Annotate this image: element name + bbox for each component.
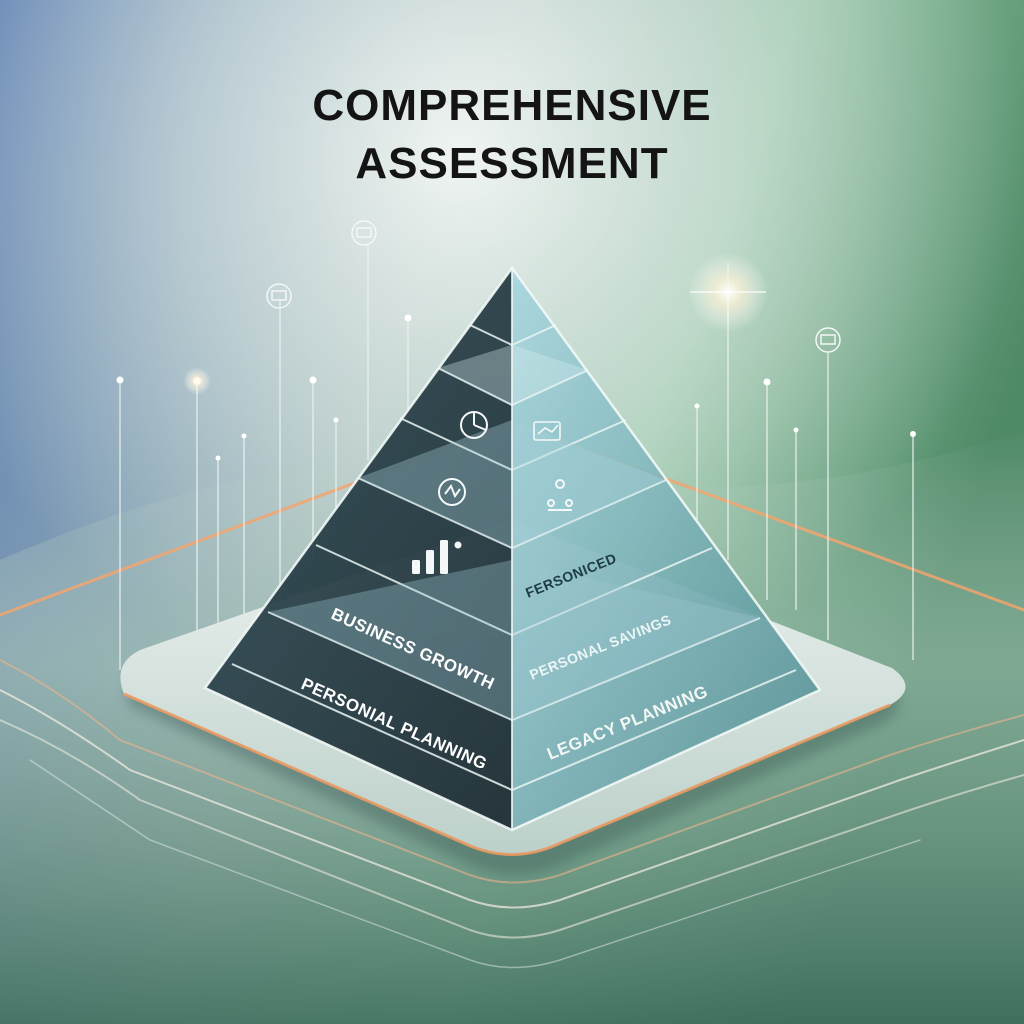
title-line-1: COMPREHENSIVE: [312, 81, 711, 130]
pyramid-right-face: [512, 268, 820, 830]
pyramid: BUSINESS GROWTH PERSONIAL PLANNING FERSO…: [203, 265, 822, 832]
people-network-icon: [547, 479, 573, 511]
page-title: COMPREHENSIVE ASSESSMENT: [312, 81, 711, 188]
document-chart-icon: [533, 421, 561, 441]
pie-chart-icon: [460, 411, 488, 439]
sensor-node-icon: [266, 283, 292, 309]
title-line-2: ASSESSMENT: [355, 139, 668, 188]
bar-chart-icon: [412, 540, 462, 574]
light-poles: [119, 244, 914, 670]
sensor-node-icon: [815, 327, 841, 353]
sensor-node-icon: [351, 220, 377, 246]
pyramid-left-face: [205, 268, 512, 830]
refresh-cycle-icon: [438, 478, 466, 506]
